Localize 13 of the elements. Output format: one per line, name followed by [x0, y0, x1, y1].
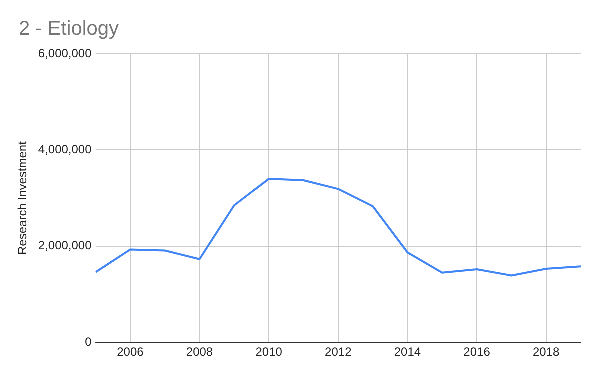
y-axis-title: Research Investment [16, 140, 30, 255]
x-tick-label: 2012 [325, 345, 352, 360]
y-tick-label: 0 [85, 334, 92, 349]
x-tick-label: 2008 [186, 345, 214, 360]
x-tick-label: 2006 [117, 345, 144, 360]
y-tick-label: 4,000,000 [38, 142, 92, 157]
x-tick-label: 2016 [464, 345, 491, 360]
chart-title: 2 - Etiology [19, 18, 120, 41]
y-tick-label: 6,000,000 [38, 46, 92, 60]
x-tick-label: 2010 [256, 345, 283, 360]
x-tick-label: 2018 [532, 345, 560, 360]
y-tick-label: 2,000,000 [38, 238, 92, 253]
x-tick-label: 2014 [394, 345, 422, 360]
